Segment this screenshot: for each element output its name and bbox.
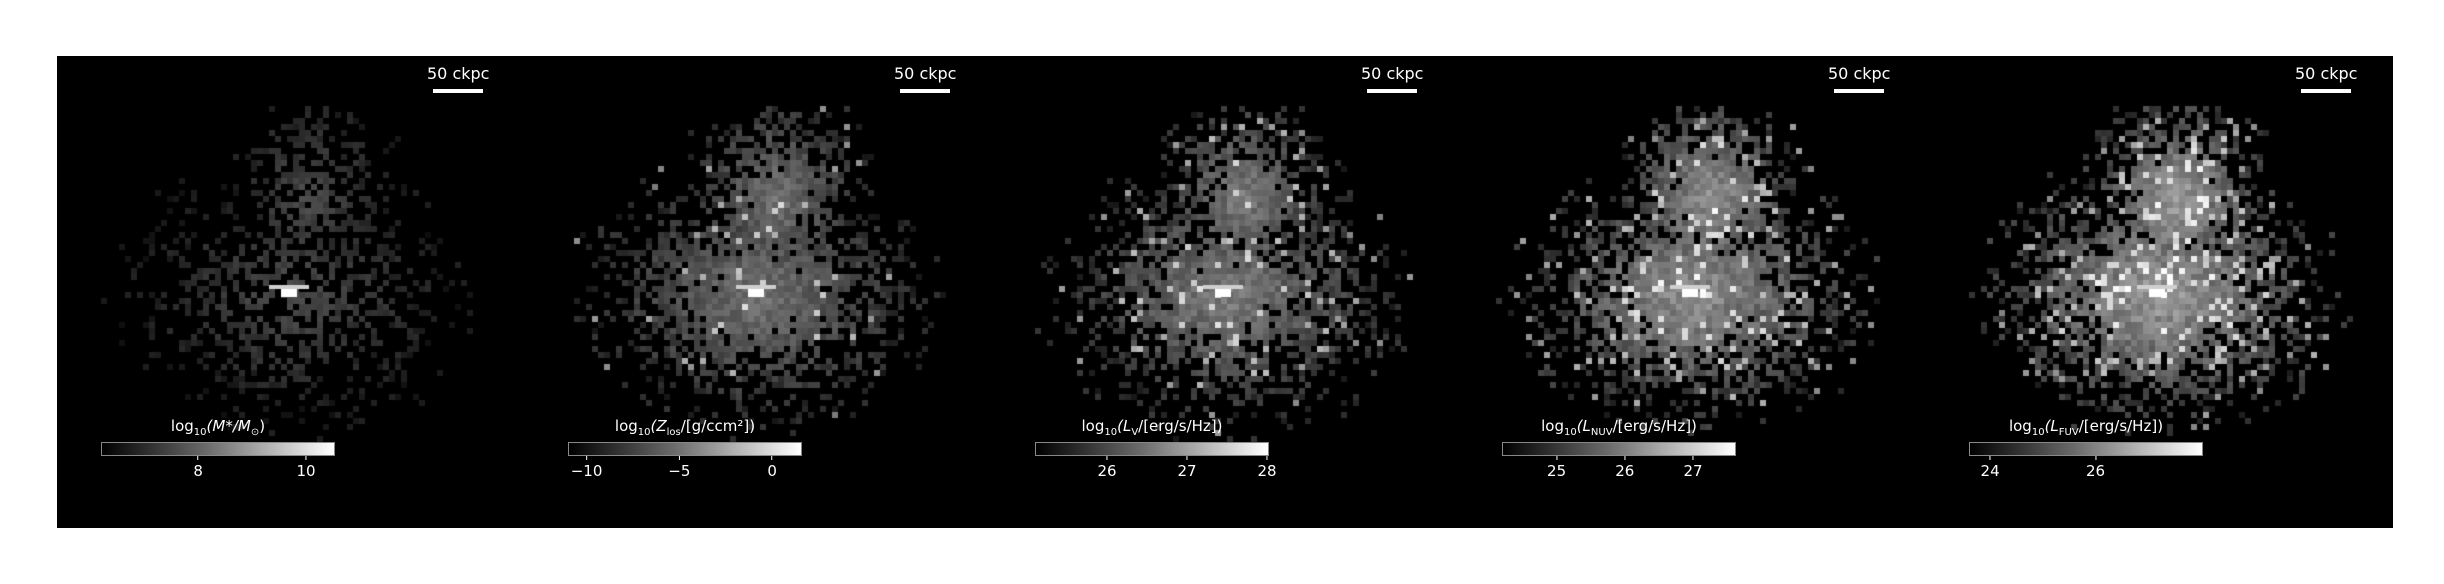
scale-bar: 50 ckpc: [894, 64, 956, 93]
colorbar-label: log10(M*/M⊙): [170, 417, 266, 438]
panel-4: 50 ckpc log10(LNUV/[erg/s/Hz]) 25 26 27: [1458, 56, 1925, 528]
scale-bar-label: 50 ckpc: [1828, 64, 1891, 83]
scale-bar-label: 50 ckpc: [894, 64, 957, 83]
scale-bar-line: [433, 89, 484, 93]
colorbar-tick: 26: [1097, 456, 1116, 480]
colorbar: log10(Zlos/[g/ccm²]) −10 −5 0: [568, 417, 802, 480]
colorbar-gradient: [568, 442, 802, 456]
panel-5: 50 ckpc log10(LFUV/[erg/s/Hz]) 24 26: [1925, 56, 2392, 528]
scale-bar-line: [1834, 89, 1885, 93]
scale-bar: 50 ckpc: [1828, 64, 1890, 93]
colorbar-gradient: [1502, 442, 1736, 456]
colorbar-tick: 8: [193, 456, 203, 480]
colorbar-tick: 27: [1177, 456, 1196, 480]
colorbar-tick: 25: [1547, 456, 1566, 480]
colorbar-tick: 26: [1615, 456, 1634, 480]
colorbar-tick: 0: [767, 456, 777, 480]
colorbar-tick: 10: [296, 456, 315, 480]
panel-1: 50 ckpc log10(M*/M⊙) 8 10: [57, 56, 524, 528]
colorbar-tick: 28: [1257, 456, 1276, 480]
scale-bar-line: [2301, 89, 2352, 93]
colorbar-label: log10(LV/[erg/s/Hz]): [1081, 417, 1223, 438]
colorbar: log10(LNUV/[erg/s/Hz]) 25 26 27: [1502, 417, 1736, 480]
colorbar-tick: −10: [571, 456, 603, 480]
colorbar-tick: 26: [2086, 456, 2105, 480]
colorbar-tick: −5: [668, 456, 690, 480]
scale-bar-line: [900, 89, 951, 93]
colorbar: log10(M*/M⊙) 8 10: [101, 417, 335, 480]
scale-bar-label: 50 ckpc: [427, 64, 490, 83]
colorbar-tick: 24: [1981, 456, 2000, 480]
colorbar-label: log10(Zlos/[g/ccm²]): [614, 417, 756, 438]
figure: 50 ckpc log10(M*/M⊙) 8 10 50 ckpc log10(Zlos/…: [57, 56, 2393, 528]
scale-bar-line: [1367, 89, 1418, 93]
scale-bar: 50 ckpc: [2295, 64, 2357, 93]
panel-2: 50 ckpc log10(Zlos/[g/ccm²]) −10 −5 0: [524, 56, 991, 528]
panel-3: 50 ckpc log10(LV/[erg/s/Hz]) 26 27 28: [991, 56, 1458, 528]
scale-bar-label: 50 ckpc: [1361, 64, 1424, 83]
scale-bar-label: 50 ckpc: [2295, 64, 2358, 83]
scale-bar: 50 ckpc: [1361, 64, 1423, 93]
colorbar-gradient: [1969, 442, 2203, 456]
scale-bar: 50 ckpc: [427, 64, 489, 93]
colorbar: log10(LFUV/[erg/s/Hz]) 24 26: [1969, 417, 2203, 480]
colorbar-label: log10(LFUV/[erg/s/Hz]): [2008, 417, 2164, 438]
colorbar-gradient: [101, 442, 335, 456]
colorbar: log10(LV/[erg/s/Hz]) 26 27 28: [1035, 417, 1277, 480]
colorbar-tick: 27: [1684, 456, 1703, 480]
colorbar-label: log10(LNUV/[erg/s/Hz]): [1541, 417, 1697, 438]
colorbar-gradient: [1035, 442, 1269, 456]
